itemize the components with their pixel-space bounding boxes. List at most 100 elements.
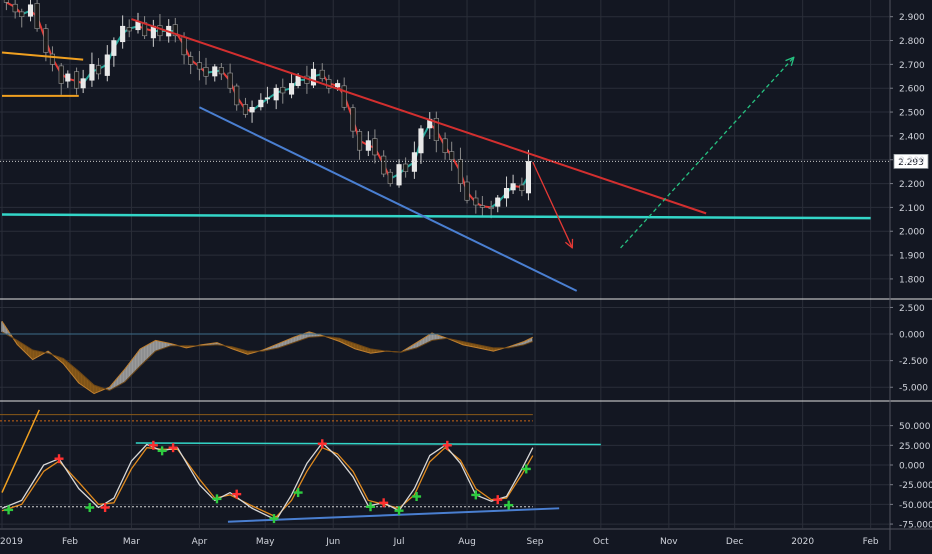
oscillator-orange-trendline [1, 409, 40, 493]
candle-body[interactable] [387, 171, 393, 184]
candle-body[interactable] [442, 138, 448, 153]
candle-body[interactable] [319, 69, 325, 79]
candle-body[interactable] [396, 164, 402, 186]
candle-body[interactable] [43, 28, 49, 53]
candle-body[interactable] [464, 181, 470, 201]
candle-body[interactable] [34, 3, 40, 29]
x-axis-tick-label: Feb [863, 537, 879, 547]
candle-body[interactable] [310, 68, 317, 86]
sell-signal-marker[interactable] [317, 439, 327, 449]
oscillator-upper-trendline [135, 442, 601, 446]
y-axis-tick-label: 2.500 [899, 109, 925, 119]
sell-signal-marker[interactable] [379, 498, 389, 508]
candle-body[interactable] [326, 79, 332, 89]
projection-up-arrow-head [785, 56, 795, 66]
candle-body[interactable] [519, 184, 525, 192]
candle-body[interactable] [479, 205, 485, 208]
candle-body[interactable] [58, 65, 64, 84]
candle-body[interactable] [218, 67, 224, 75]
candle-body[interactable] [234, 85, 240, 106]
candle-body[interactable] [12, 3, 18, 13]
candle-body[interactable] [157, 25, 163, 37]
candle-body[interactable] [381, 155, 387, 175]
candle-body[interactable] [273, 87, 279, 101]
sell-signal-marker[interactable] [442, 440, 452, 450]
candle-body[interactable] [280, 86, 286, 94]
candle-body[interactable] [418, 128, 424, 154]
candle-body[interactable] [172, 24, 178, 37]
candle-body[interactable] [95, 65, 102, 75]
candle-body[interactable] [249, 106, 255, 113]
candle-body[interactable] [473, 197, 479, 206]
y-axis-tick-label: 2.400 [899, 132, 925, 142]
candle-body[interactable] [196, 62, 202, 70]
candle-body[interactable] [288, 83, 295, 95]
candle-body[interactable] [356, 131, 363, 151]
buy-signal-marker[interactable] [394, 506, 404, 516]
candle-body[interactable] [89, 64, 95, 81]
candle-body[interactable] [488, 207, 494, 209]
buy-signal-marker[interactable] [504, 500, 514, 510]
candle-body[interactable] [19, 11, 25, 17]
y-axis-tick-label: 2.700 [899, 61, 925, 71]
candle-body[interactable] [212, 66, 218, 77]
buy-signal-marker[interactable] [471, 490, 481, 500]
candle-body[interactable] [111, 40, 117, 56]
buy-signal-marker[interactable] [212, 494, 222, 504]
candle-body[interactable] [350, 107, 356, 132]
projection-up-arrow [620, 56, 795, 249]
candle-body[interactable] [449, 151, 455, 161]
candle-body[interactable] [188, 56, 194, 65]
sell-signal-marker[interactable] [100, 503, 110, 513]
candle-body[interactable] [3, 0, 9, 3]
buy-signal-marker[interactable] [269, 514, 279, 524]
y-axis-tick-label: 0.000 [899, 462, 925, 472]
candle-body[interactable] [295, 75, 301, 86]
candle-body[interactable] [65, 73, 71, 82]
oscillator-panel[interactable] [0, 409, 601, 524]
buy-signal-marker[interactable] [157, 446, 167, 456]
candle-body[interactable] [27, 4, 34, 17]
y-axis-tick-label: 2.900 [899, 13, 925, 23]
candle-body[interactable] [372, 138, 378, 156]
candle-body[interactable] [104, 54, 110, 76]
candle-body[interactable] [203, 67, 209, 77]
macd-panel[interactable] [0, 321, 534, 395]
candle-body[interactable] [242, 104, 249, 115]
candle-body[interactable] [335, 83, 341, 88]
buy-signal-marker[interactable] [366, 502, 376, 512]
buy-signal-marker[interactable] [4, 505, 14, 515]
candle-body[interactable] [510, 183, 516, 191]
candle-body[interactable] [433, 118, 439, 141]
sell-signal-marker[interactable] [168, 443, 178, 453]
candle-body[interactable] [227, 72, 233, 89]
buy-signal-marker[interactable] [85, 503, 95, 513]
candle-body[interactable] [403, 163, 409, 172]
candle-body[interactable] [457, 159, 464, 184]
buy-signal-marker[interactable] [412, 492, 422, 501]
candle-body[interactable] [411, 152, 417, 172]
candle-body[interactable] [80, 78, 86, 89]
candle-body[interactable] [120, 25, 126, 43]
candle-body[interactable] [341, 85, 347, 108]
x-axis-tick-label: Apr [192, 537, 208, 547]
candle-body[interactable] [126, 27, 132, 32]
buy-signal-marker[interactable] [521, 464, 531, 474]
candle-body[interactable] [181, 36, 187, 56]
candle-body[interactable] [503, 188, 510, 199]
sell-signal-marker[interactable] [54, 454, 64, 464]
candle-body[interactable] [264, 97, 270, 100]
candle-body[interactable] [258, 99, 264, 108]
sell-signal-marker[interactable] [232, 489, 242, 499]
candle-body[interactable] [525, 161, 532, 194]
candle-body[interactable] [49, 53, 56, 65]
buy-signal-marker[interactable] [293, 488, 303, 498]
candle-body[interactable] [495, 197, 501, 207]
price-panel[interactable] [0, 0, 890, 292]
y-axis-tick-label: -2.500 [899, 357, 928, 367]
sell-signal-marker[interactable] [148, 440, 158, 450]
candle-body[interactable] [365, 140, 371, 151]
candle-body[interactable] [74, 71, 80, 89]
sell-signal-marker[interactable] [493, 495, 503, 505]
